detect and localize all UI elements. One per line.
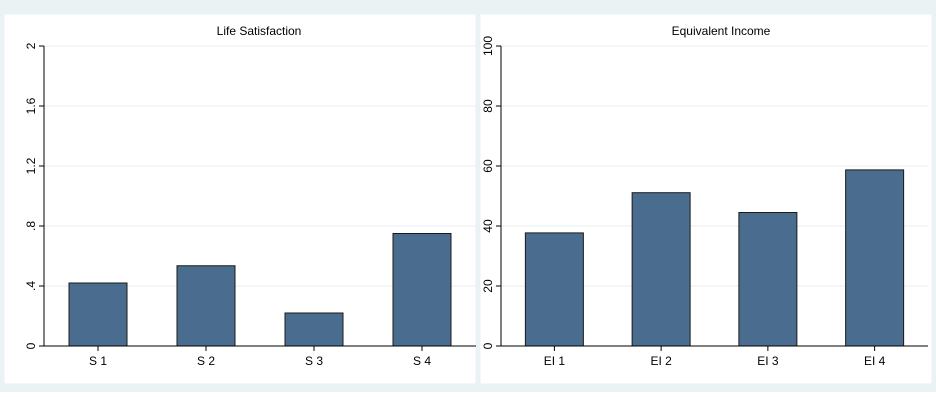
x-ticks: S 1 S 2 S 3 S 4 [89, 346, 431, 368]
y-tick-label: 0 [24, 342, 38, 349]
x-tick-label: S 1 [89, 354, 107, 368]
y-tick-label: 0 [481, 342, 495, 349]
panel-title: Life Satisfaction [217, 24, 302, 38]
y-tick-label: 100 [481, 36, 495, 56]
panel-title: Equivalent Income [672, 24, 771, 38]
y-tick-label: 20 [481, 279, 495, 293]
x-tick-label: EI 2 [650, 354, 672, 368]
y-tick-label: 2 [24, 42, 38, 49]
bar [176, 265, 236, 347]
x-tick-label: S 2 [197, 354, 215, 368]
y-tick-label: 1.2 [24, 157, 38, 174]
bars [524, 169, 905, 347]
y-tick-label: 1.6 [24, 97, 38, 114]
x-ticks: EI 1 EI 2 EI 3 EI 4 [544, 346, 886, 368]
y-tick-label: .4 [24, 281, 38, 291]
y-tick-label: 80 [481, 99, 495, 113]
y-ticks: 0 20 40 60 80 100 [481, 36, 501, 349]
bar [738, 212, 798, 347]
bar [845, 169, 905, 347]
panel-life-satisfaction: Life Satisfaction 0 .4 .8 1.2 1.6 2 S 1 S 2 S 3… [3, 13, 477, 385]
y-tick-label: 40 [481, 219, 495, 233]
y-tick-label: .8 [24, 221, 38, 231]
bar [392, 233, 452, 347]
y-ticks: 0 .4 .8 1.2 1.6 2 [24, 42, 44, 349]
x-tick-label: EI 4 [864, 354, 886, 368]
bar [524, 232, 584, 347]
bar [284, 312, 344, 347]
bar [68, 282, 128, 347]
bars [68, 233, 452, 347]
x-tick-label: EI 1 [544, 354, 566, 368]
bar [631, 192, 691, 347]
x-tick-label: S 3 [305, 354, 323, 368]
y-tick-label: 60 [481, 159, 495, 173]
x-tick-label: S 4 [413, 354, 431, 368]
x-tick-label: EI 3 [757, 354, 779, 368]
